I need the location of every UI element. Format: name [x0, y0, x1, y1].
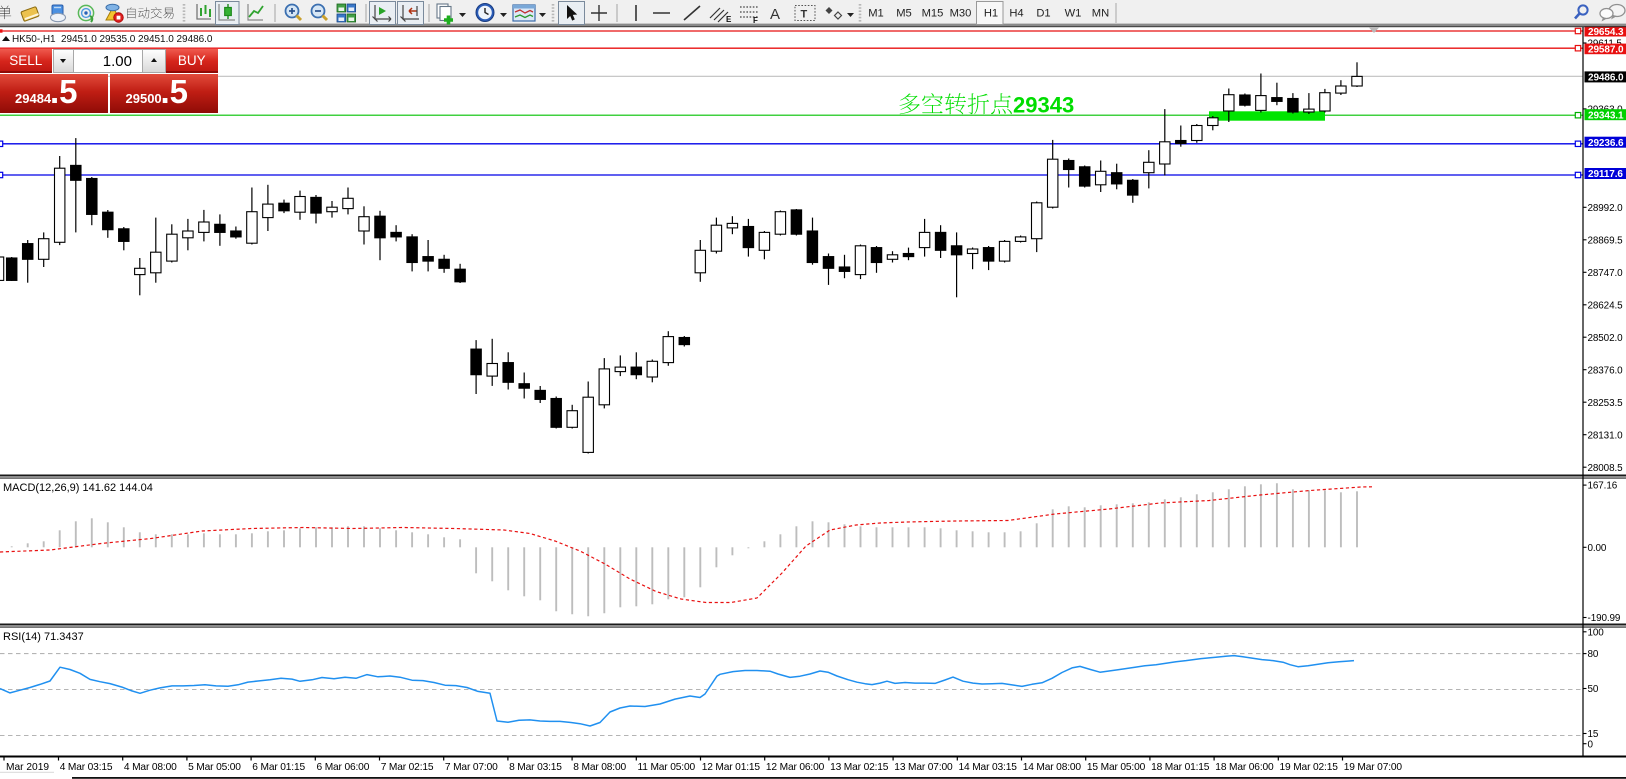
svg-text:28992.0: 28992.0 [1588, 203, 1624, 214]
svg-text:29236.6: 29236.6 [1588, 138, 1624, 149]
svg-text:Mar 2019: Mar 2019 [6, 762, 49, 773]
svg-text:H4: H4 [1009, 8, 1023, 20]
svg-text:M5: M5 [896, 8, 912, 20]
svg-text:14 Mar 03:15: 14 Mar 03:15 [959, 762, 1018, 773]
svg-text:6 Mar 01:15: 6 Mar 01:15 [252, 762, 305, 773]
svg-text:T: T [801, 9, 808, 21]
svg-text:-190.99: -190.99 [1588, 613, 1621, 624]
svg-text:100: 100 [1588, 627, 1605, 638]
svg-text:28747.0: 28747.0 [1588, 268, 1624, 279]
svg-text:7 Mar 07:00: 7 Mar 07:00 [445, 762, 498, 773]
svg-text:15: 15 [1588, 729, 1599, 740]
svg-text:8 Mar 08:00: 8 Mar 08:00 [573, 762, 626, 773]
svg-text:18 Mar 06:00: 18 Mar 06:00 [1215, 762, 1274, 773]
svg-text:D1: D1 [1036, 8, 1050, 20]
svg-text:15 Mar 05:00: 15 Mar 05:00 [1087, 762, 1146, 773]
svg-text:M30: M30 [950, 8, 972, 20]
svg-text:7 Mar 02:15: 7 Mar 02:15 [381, 762, 434, 773]
svg-text:0: 0 [1588, 739, 1594, 750]
svg-text:29117.6: 29117.6 [1588, 169, 1623, 180]
svg-text:MN: MN [1092, 8, 1109, 20]
svg-text:11 Mar 05:00: 11 Mar 05:00 [638, 762, 696, 773]
svg-text:M1: M1 [868, 8, 884, 20]
svg-text:28376.0: 28376.0 [1588, 365, 1624, 376]
svg-text:14 Mar 08:00: 14 Mar 08:00 [1023, 762, 1082, 773]
svg-text:8 Mar 03:15: 8 Mar 03:15 [509, 762, 562, 773]
svg-text:F: F [753, 16, 758, 25]
svg-text:28869.5: 28869.5 [1588, 235, 1624, 246]
svg-text:29654.3: 29654.3 [1588, 27, 1624, 38]
svg-text:80: 80 [1588, 649, 1599, 660]
svg-text:167.16: 167.16 [1588, 481, 1618, 492]
svg-text:13 Mar 02:15: 13 Mar 02:15 [830, 762, 889, 773]
svg-text:RSI(14) 71.3437: RSI(14) 71.3437 [3, 631, 84, 643]
svg-text:4 Mar 08:00: 4 Mar 08:00 [124, 762, 177, 773]
svg-text:29343.1: 29343.1 [1588, 110, 1624, 121]
svg-text:28624.5: 28624.5 [1588, 300, 1624, 311]
svg-text:5 Mar 05:00: 5 Mar 05:00 [188, 762, 241, 773]
svg-text:28253.5: 28253.5 [1588, 398, 1624, 409]
svg-text:28131.0: 28131.0 [1588, 430, 1624, 441]
svg-text:13 Mar 07:00: 13 Mar 07:00 [894, 762, 953, 773]
svg-text:4 Mar 03:15: 4 Mar 03:15 [60, 762, 113, 773]
svg-text:A: A [770, 6, 780, 23]
svg-text:6 Mar 06:00: 6 Mar 06:00 [317, 762, 370, 773]
svg-text:29343: 29343 [1013, 93, 1074, 118]
svg-text:50: 50 [1588, 684, 1599, 695]
svg-text:W1: W1 [1065, 8, 1082, 20]
svg-text:H1: H1 [984, 8, 998, 20]
svg-text:MACD(12,26,9) 141.62 144.04: MACD(12,26,9) 141.62 144.04 [3, 482, 153, 494]
svg-text:0.00: 0.00 [1588, 543, 1607, 554]
svg-text:E: E [726, 15, 732, 24]
svg-text:12 Mar 06:00: 12 Mar 06:00 [766, 762, 825, 773]
svg-text:28502.0: 28502.0 [1588, 333, 1624, 344]
svg-text:28008.5: 28008.5 [1588, 463, 1624, 474]
svg-text:29587.0: 29587.0 [1588, 45, 1624, 56]
svg-text:19 Mar 07:00: 19 Mar 07:00 [1344, 762, 1403, 773]
svg-text:M15: M15 [922, 8, 944, 20]
svg-text:29486.0: 29486.0 [1588, 73, 1624, 84]
svg-text:18 Mar 01:15: 18 Mar 01:15 [1151, 762, 1210, 773]
svg-text:12 Mar 01:15: 12 Mar 01:15 [702, 762, 761, 773]
svg-text:19 Mar 02:15: 19 Mar 02:15 [1280, 762, 1339, 773]
